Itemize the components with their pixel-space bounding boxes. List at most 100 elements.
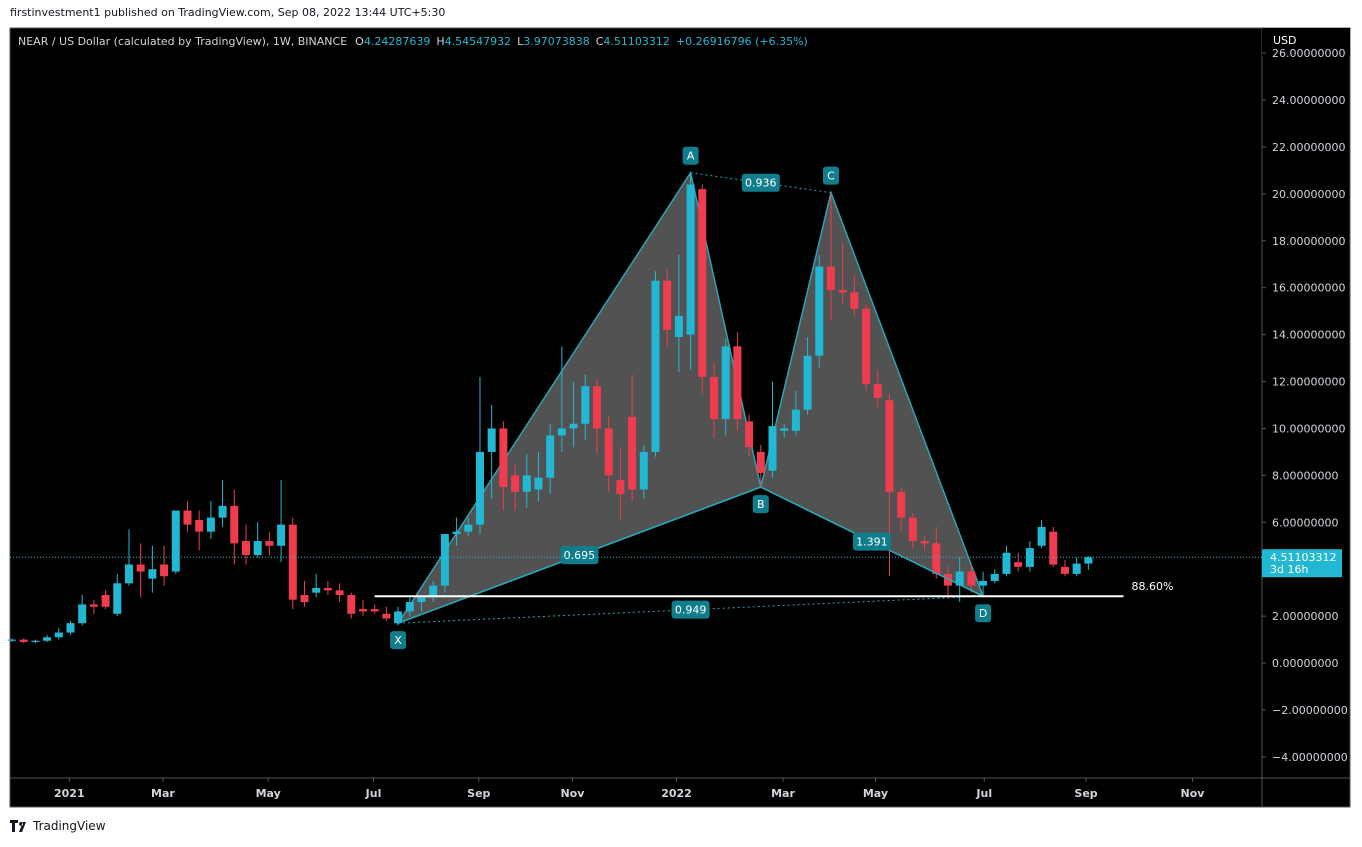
y-tick-label: 12.00000000 bbox=[1272, 376, 1345, 389]
axis-cover bbox=[1262, 28, 1350, 56]
candle-body bbox=[1025, 548, 1034, 567]
legend: NEAR / US Dollar (calculated by TradingV… bbox=[18, 35, 808, 48]
candle-body bbox=[171, 510, 180, 572]
candle-body bbox=[183, 510, 192, 525]
candle-body bbox=[733, 346, 742, 420]
candle-body bbox=[312, 587, 321, 593]
candle-body bbox=[674, 315, 683, 337]
y-tick-label: −2.00000000 bbox=[1272, 704, 1348, 717]
y-tick-label: −4.00000000 bbox=[1272, 751, 1348, 764]
candle-body bbox=[628, 416, 637, 490]
candle-body bbox=[452, 531, 461, 535]
candle-body bbox=[581, 386, 590, 424]
candle-body bbox=[522, 475, 531, 492]
candle-body bbox=[7, 639, 16, 641]
ratio-label: 1.391 bbox=[856, 536, 888, 549]
h-label: H bbox=[436, 35, 444, 48]
candle-body bbox=[335, 590, 344, 596]
candle-body bbox=[604, 428, 613, 476]
candle-body bbox=[908, 517, 917, 542]
candle-body bbox=[686, 184, 695, 335]
candle-body bbox=[148, 569, 157, 579]
o-label: O bbox=[355, 35, 364, 48]
ratio-label-bg bbox=[671, 600, 710, 619]
candle-body bbox=[43, 637, 52, 641]
o-value: 4.24287639 bbox=[364, 35, 430, 48]
candle-body bbox=[370, 609, 379, 612]
candle-body bbox=[721, 346, 730, 420]
ratio-label: 0.936 bbox=[745, 177, 777, 190]
candle-body bbox=[277, 524, 286, 546]
x-tick-label: Jul bbox=[975, 787, 992, 800]
candle-body bbox=[19, 639, 28, 642]
candle-body bbox=[160, 564, 169, 577]
candle-body bbox=[557, 428, 566, 436]
ratio-label-bg bbox=[741, 173, 780, 192]
candle-body bbox=[230, 505, 239, 544]
candle-body bbox=[417, 597, 426, 603]
x-tick-label: Sep bbox=[1074, 787, 1097, 800]
candle-body bbox=[89, 604, 98, 607]
x-tick-label: 2022 bbox=[661, 787, 692, 800]
level-label: 88.60% bbox=[1131, 580, 1173, 593]
x-tick-label: 2021 bbox=[54, 787, 85, 800]
y-tick-label: 24.00000000 bbox=[1272, 94, 1345, 107]
publish-info: firstinvestment1 published on TradingVie… bbox=[10, 6, 445, 19]
candle-body bbox=[253, 541, 262, 556]
candle-body bbox=[440, 534, 449, 586]
candle-body bbox=[803, 355, 812, 410]
candle-body bbox=[1072, 563, 1081, 574]
candle-body bbox=[429, 585, 438, 598]
candle-body bbox=[405, 602, 414, 612]
point-label: C bbox=[827, 170, 835, 183]
y-tick-label: 16.00000000 bbox=[1272, 282, 1345, 295]
candle-body bbox=[511, 475, 520, 492]
candle-body bbox=[31, 640, 40, 642]
point-label: D bbox=[979, 607, 987, 620]
candle-body bbox=[113, 583, 122, 614]
l-value: 3.97073838 bbox=[523, 35, 589, 48]
candle-body bbox=[1037, 526, 1046, 546]
y-tick-label: 26.00000000 bbox=[1272, 47, 1345, 60]
candle-body bbox=[1060, 566, 1069, 574]
candle-body bbox=[1084, 557, 1093, 564]
y-tick-label: 14.00000000 bbox=[1272, 329, 1345, 342]
logo bbox=[10, 820, 26, 832]
candle-body bbox=[850, 292, 859, 309]
point-label-bg bbox=[975, 604, 992, 623]
change: +0.26916796 (+6.35%) bbox=[676, 35, 808, 48]
ratio-label-bg bbox=[852, 532, 891, 551]
x-tick-label: Jul bbox=[365, 787, 382, 800]
candle-body bbox=[756, 451, 765, 474]
point-label-bg bbox=[390, 631, 407, 650]
candle-body bbox=[616, 480, 625, 495]
candle-body bbox=[592, 386, 601, 429]
candle-body bbox=[241, 541, 250, 556]
c-label: C bbox=[596, 35, 604, 48]
candle-body bbox=[394, 611, 403, 624]
candle-body bbox=[206, 517, 215, 532]
candle-body bbox=[347, 595, 356, 614]
x-tick-label: Mar bbox=[151, 787, 175, 800]
candle-body bbox=[1049, 531, 1058, 565]
candle-body bbox=[920, 541, 929, 544]
candle-body bbox=[323, 587, 332, 591]
candle-body bbox=[1014, 562, 1023, 567]
candle-body bbox=[78, 604, 87, 624]
candle-body bbox=[815, 266, 824, 356]
candle-body bbox=[768, 426, 777, 471]
candle-body bbox=[651, 280, 660, 452]
candle-body bbox=[136, 564, 145, 572]
candle-body bbox=[967, 571, 976, 586]
x-tick-label: May bbox=[863, 787, 888, 800]
candle-body bbox=[66, 623, 75, 633]
x-tick-label: Nov bbox=[560, 787, 585, 800]
c-value: 4.51103312 bbox=[603, 35, 669, 48]
candle-body bbox=[990, 573, 999, 581]
symbol: NEAR / US Dollar (calculated by TradingV… bbox=[18, 35, 347, 48]
y-tick-label: 8.00000000 bbox=[1272, 469, 1338, 482]
candle-body bbox=[979, 580, 988, 586]
candle-body bbox=[218, 505, 227, 518]
x-tick-label: Sep bbox=[467, 787, 490, 800]
point-label-bg bbox=[822, 166, 839, 185]
